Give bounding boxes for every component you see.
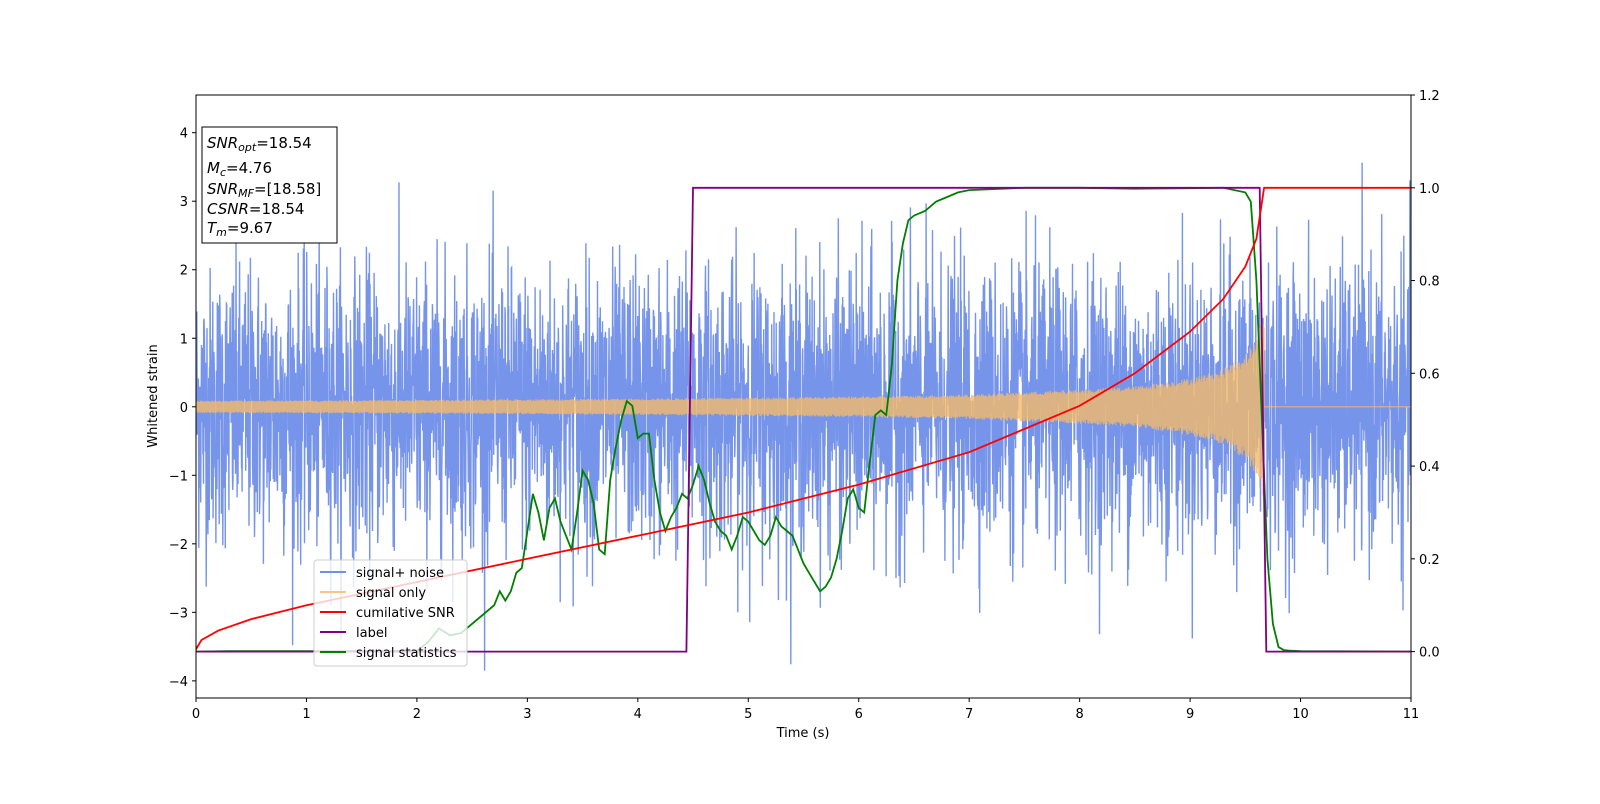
x-tick-label: 7 (965, 707, 973, 722)
annotation-symbol: CSNR (207, 200, 249, 218)
y-axis-label: Whitened strain (146, 344, 161, 447)
x-tick-label: 10 (1292, 707, 1309, 722)
y-tick-label: 0 (180, 401, 188, 416)
series-line-signal-only (196, 323, 1411, 500)
annotation-line: CSNR=18.54 (207, 200, 304, 218)
annotation-value: =9.67 (227, 219, 273, 237)
y-axis-left: −4 −3 −2 −1 0 1 2 3 4 (169, 127, 196, 690)
legend-cumulative-snr-label: cumilative SNR (356, 606, 455, 621)
annotation-value: =18.54 (256, 134, 312, 152)
annotation-line: Mc=4.76 (207, 159, 272, 179)
x-tick-label: 2 (413, 707, 421, 722)
y2-tick-label: 0.6 (1419, 367, 1440, 382)
annotation-subscript: MF (238, 187, 254, 200)
y-tick-label: −4 (169, 675, 188, 690)
annotation-line: SNRMF=[18.58] (207, 180, 321, 200)
x-tick-label: 5 (744, 707, 752, 722)
y-tick-label: 1 (180, 332, 188, 347)
series-line-signal-statistics (196, 186, 1411, 653)
y-tick-label: 4 (180, 127, 188, 142)
x-tick-label: 9 (1186, 707, 1194, 722)
x-axis-label: Time (s) (776, 726, 830, 741)
annotation-line: SNRopt=18.54 (207, 134, 312, 154)
annotation-frame (201, 126, 338, 244)
annotation-symbol: M (207, 159, 220, 177)
y2-tick-label: 0.8 (1419, 275, 1440, 290)
y-tick-label: −2 (169, 538, 188, 553)
y2-tick-label: 1.0 (1419, 182, 1440, 197)
annotation-subscript: c (220, 166, 226, 179)
x-tick-label: 6 (855, 707, 863, 722)
legend-signal-plus-noise-label: signal+ noise (356, 566, 444, 581)
annotation-symbol: SNR (207, 180, 238, 198)
x-tick-label: 11 (1403, 707, 1420, 722)
plot-frame (195, 94, 1412, 699)
x-tick-label: 8 (1075, 707, 1083, 722)
series-line-cumulative-snr (196, 186, 1411, 650)
annotation-symbol: T (207, 219, 218, 237)
y-tick-label: 3 (180, 195, 188, 210)
annotation-line: Tm=9.67 (207, 219, 273, 239)
y2-tick-label: 0.4 (1419, 460, 1440, 475)
signal-layer (196, 323, 1411, 500)
annotation-value: =18.54 (249, 200, 305, 218)
y-axis-right: 0.0 0.2 0.4 0.6 0.8 1.0 1.2 (1411, 89, 1440, 661)
y-tick-label: 2 (180, 264, 188, 279)
legend: signal+ noise signal only cumilative SNR la… (313, 559, 468, 667)
y2-tick-label: 0.0 (1419, 646, 1440, 661)
legend-label-label: label (356, 626, 387, 641)
y-tick-label: −1 (169, 469, 188, 484)
annotation-value: =4.76 (226, 159, 272, 177)
annotation-box: SNRopt=18.54Mc=4.76SNRMF=[18.58]CSNR=18.… (201, 126, 338, 244)
annotation-value: =[18.58] (254, 180, 321, 198)
y2-tick-label: 0.2 (1419, 553, 1440, 568)
x-axis: 0 1 2 3 4 5 6 7 8 9 10 11 (192, 698, 1419, 722)
y-tick-label: −3 (169, 606, 188, 621)
y2-tick-label: 1.2 (1419, 89, 1440, 104)
series-line-label (196, 186, 1411, 653)
lines-layer (196, 186, 1411, 653)
legend-signal-only-label: signal only (356, 586, 426, 601)
x-tick-label: 3 (523, 707, 531, 722)
x-tick-label: 4 (634, 707, 642, 722)
legend-frame (313, 559, 468, 667)
annotation-subscript: m (216, 226, 227, 239)
annotation-symbol: SNR (207, 134, 238, 152)
annotation-subscript: opt (238, 141, 257, 154)
x-tick-label: 1 (302, 707, 310, 722)
x-tick-label: 0 (192, 707, 200, 722)
legend-signal-statistics-label: signal statistics (356, 646, 457, 661)
